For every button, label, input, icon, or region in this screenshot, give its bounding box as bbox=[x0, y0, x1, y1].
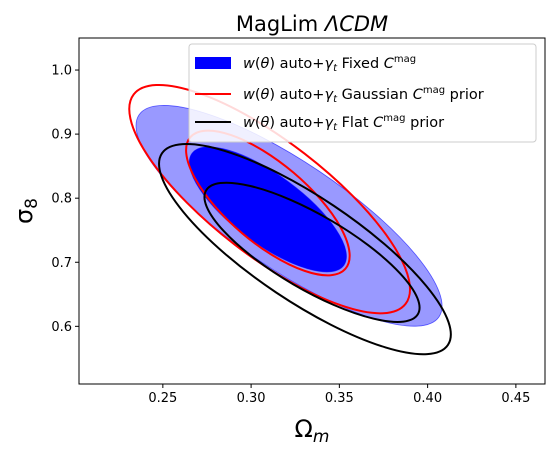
contour-flat-outer bbox=[158, 143, 452, 356]
x-tick-label: 0.40 bbox=[413, 391, 442, 406]
legend: w(θ) auto+γt Fixed Cmag w(θ) auto+γt Gaus… bbox=[188, 43, 537, 143]
y-tick-label: 0.9 bbox=[51, 128, 72, 143]
x-axis-label: Ωm bbox=[295, 415, 330, 447]
chart-title: MagLim ΛCDM bbox=[236, 12, 388, 36]
legend-label: w(θ) auto+γt Flat Cmag prior bbox=[243, 113, 444, 133]
x-tick-label: 0.35 bbox=[325, 391, 354, 406]
contour-layer bbox=[128, 83, 452, 356]
x-tick-label: 0.45 bbox=[501, 391, 530, 406]
legend-swatch-filled bbox=[195, 57, 231, 69]
contour-gaussian-outer bbox=[128, 83, 411, 315]
y-axis: 0.6 0.7 0.8 0.9 1.0 bbox=[51, 64, 79, 335]
y-tick-label: 1.0 bbox=[51, 64, 72, 79]
x-axis: 0.25 0.30 0.35 0.40 0.45 bbox=[148, 384, 530, 406]
legend-frame bbox=[188, 43, 537, 143]
x-tick-label: 0.30 bbox=[237, 391, 266, 406]
legend-label: w(θ) auto+γt Fixed Cmag bbox=[243, 54, 416, 74]
y-tick-label: 0.7 bbox=[51, 256, 72, 271]
y-tick-label: 0.8 bbox=[51, 192, 72, 207]
plot-frame bbox=[78, 37, 546, 385]
x-tick-label: 0.25 bbox=[148, 391, 177, 406]
contour-flat-inner bbox=[203, 181, 421, 323]
legend-label: w(θ) auto+γt Gaussian Cmag prior bbox=[243, 85, 484, 105]
y-tick-label: 0.6 bbox=[51, 320, 72, 335]
y-axis-label: σ8 bbox=[10, 198, 42, 224]
